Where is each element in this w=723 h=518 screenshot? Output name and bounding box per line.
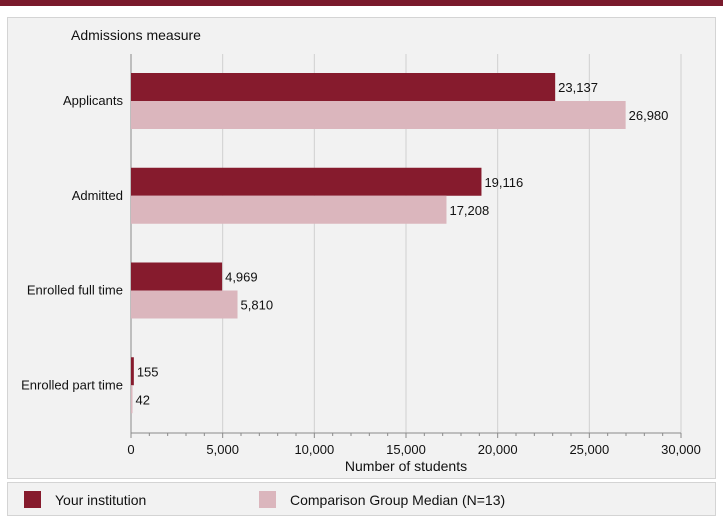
data-label: 26,980 (629, 108, 669, 123)
x-tick-label: 0 (127, 442, 134, 457)
legend-swatch-comparison-median (259, 491, 276, 508)
legend-item-your-institution: Your institution (24, 491, 146, 508)
data-label: 17,208 (449, 203, 489, 218)
legend-label-your-institution: Your institution (55, 491, 147, 508)
chart-panel: 0 5,000 10,000 15,000 20,000 25,000 30,000 Numb… (7, 17, 716, 479)
data-label: 19,116 (484, 175, 523, 190)
y-axis-title: Admissions measure (71, 27, 201, 43)
bar (131, 73, 556, 101)
data-label: 42 (136, 392, 150, 407)
x-tick-label: 20,000 (478, 442, 518, 457)
legend: Your institution Comparison Group Median… (7, 482, 716, 516)
bar (131, 167, 482, 196)
bar (131, 290, 238, 319)
x-tick-label: 30,000 (661, 442, 701, 457)
data-label: 23,137 (558, 80, 598, 95)
bar (131, 385, 133, 414)
category-label: Enrolled part time (21, 377, 123, 392)
bar (131, 357, 134, 386)
bar (131, 101, 626, 129)
category-label: Admitted (72, 188, 123, 203)
category-label: Applicants (63, 93, 123, 108)
x-axis-title: Number of students (345, 458, 467, 474)
legend-swatch-your-institution (24, 491, 41, 508)
data-label: 5,810 (241, 298, 274, 313)
category-label: Enrolled full time (27, 283, 123, 298)
data-label: 155 (137, 364, 159, 379)
x-tick-label: 25,000 (569, 442, 609, 457)
x-tick-label: 5,000 (206, 442, 239, 457)
bar-chart: 0 5,000 10,000 15,000 20,000 25,000 30,000 Numb… (21, 27, 701, 474)
bar (131, 195, 447, 224)
legend-item-comparison-median: Comparison Group Median (N=13) (259, 491, 505, 508)
bar (131, 262, 223, 291)
legend-label-comparison-median: Comparison Group Median (N=13) (290, 491, 506, 508)
header-rule (0, 0, 723, 6)
x-tick-label: 15,000 (386, 442, 426, 457)
x-tick-label: 10,000 (294, 442, 334, 457)
data-label: 4,969 (225, 270, 258, 285)
